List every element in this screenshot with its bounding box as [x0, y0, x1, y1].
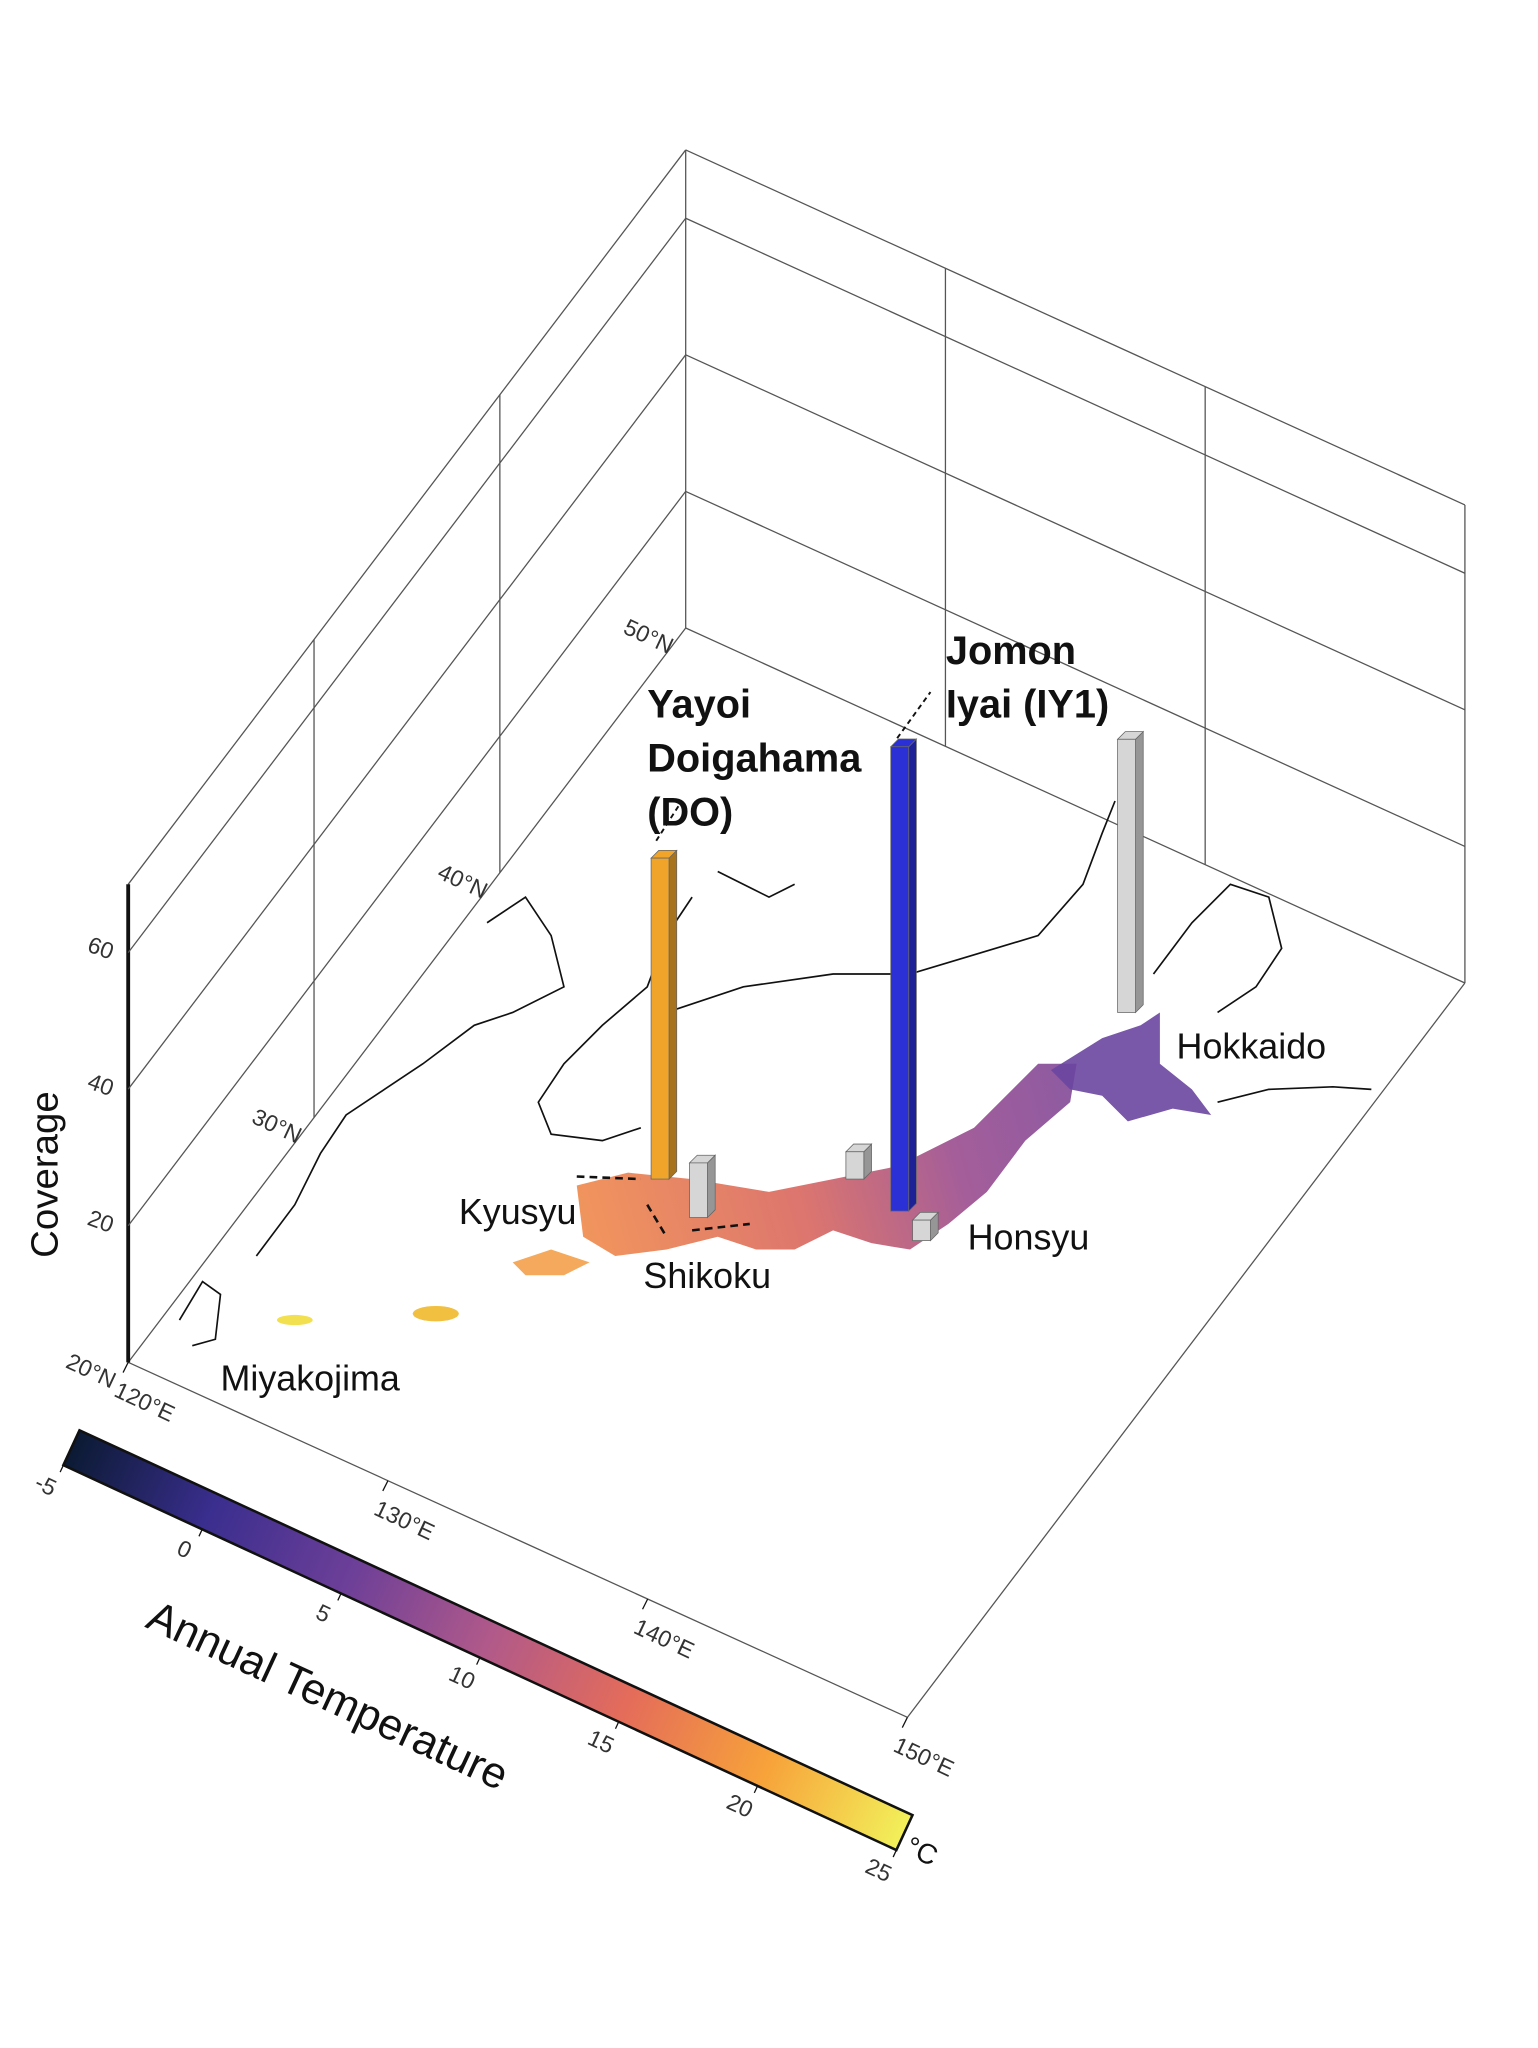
island — [512, 1249, 590, 1276]
colorbar-tick — [337, 1593, 342, 1601]
island — [276, 1314, 313, 1326]
bar-label: Yayoi — [647, 683, 751, 727]
z-axis-label: Coverage — [24, 1091, 67, 1258]
tick-mark — [901, 1717, 908, 1728]
coastline — [255, 895, 565, 1257]
colorbar-tick-label: 5 — [312, 1599, 335, 1628]
bar-side — [908, 738, 917, 1213]
colorbar-tick-label: 0 — [173, 1535, 196, 1564]
coastline — [1152, 883, 1283, 1014]
island — [412, 1305, 459, 1322]
bar — [889, 738, 918, 1213]
coastline — [1217, 1085, 1372, 1103]
axes-box — [122, 149, 1466, 1728]
prefecture-border — [576, 1175, 750, 1238]
bar-front — [689, 1162, 708, 1218]
bar-front — [890, 746, 910, 1212]
region-label: Hokkaido — [1177, 1027, 1327, 1067]
colorbar-tick-label: 25 — [862, 1853, 896, 1887]
colorbar-tick — [753, 1785, 759, 1794]
bar-side — [668, 849, 678, 1181]
x-tick-label: 120°E — [111, 1377, 179, 1427]
bar-front — [912, 1219, 931, 1241]
colorbar-tick — [198, 1529, 203, 1537]
region-label: Shikoku — [643, 1256, 771, 1296]
colorbar-tick — [892, 1849, 897, 1858]
hokkaido-land — [1050, 1012, 1212, 1122]
grid-line — [127, 354, 687, 1090]
leader-line — [655, 691, 932, 842]
y-tick-label: 50°N — [620, 614, 678, 659]
bar — [650, 849, 678, 1181]
colorbar-unit: °C — [901, 1830, 943, 1872]
axis-edge — [127, 149, 687, 885]
grid-line — [685, 217, 1466, 574]
axis-edge — [685, 627, 1466, 984]
y-tick-label: 30°N — [248, 1103, 306, 1148]
bar-front — [650, 857, 670, 1180]
bar-front — [845, 1151, 865, 1180]
bar — [911, 1211, 940, 1242]
tick-mark — [641, 1598, 649, 1610]
z-tick-label: 60 — [84, 931, 117, 964]
colorbar-tick-label: -5 — [31, 1469, 61, 1501]
bar-label: Iyai (IY1) — [946, 683, 1109, 727]
colorbar-tick — [614, 1721, 620, 1730]
coastline — [666, 800, 1116, 1014]
region-label: Honsyu — [968, 1218, 1090, 1258]
x-tick-label: 130°E — [370, 1495, 438, 1545]
colorbar-tick — [476, 1657, 481, 1665]
bar — [844, 1143, 873, 1181]
grid-line — [127, 491, 687, 1227]
z-tick-label: 40 — [84, 1068, 117, 1101]
bar — [1116, 730, 1145, 1014]
colorbar-tick-label: 20 — [723, 1789, 757, 1823]
bar — [688, 1154, 717, 1219]
map-layer — [178, 691, 1372, 1347]
bar-label: Doigahama — [647, 737, 862, 781]
tick-mark — [122, 1362, 129, 1373]
colorbar-ramp — [61, 1428, 915, 1852]
x-tick-label: 150°E — [890, 1732, 958, 1782]
bar-side — [707, 1154, 716, 1219]
bar-label: Jomon — [946, 629, 1076, 673]
z-tick-label: 20 — [84, 1204, 117, 1237]
coastline — [178, 1280, 222, 1347]
grid-line — [685, 354, 1466, 711]
axis-edge — [906, 982, 1466, 1718]
bar-label: (DO) — [647, 790, 733, 834]
coastline — [717, 870, 796, 899]
region-label: Kyusyu — [459, 1192, 577, 1232]
colorbar-tick-label: 10 — [445, 1660, 479, 1694]
colorbar-tick-label: 15 — [584, 1724, 618, 1758]
x-tick-label: 140°E — [630, 1613, 698, 1663]
y-tick-label: 40°N — [434, 858, 492, 903]
axis-edge — [127, 627, 687, 1363]
grid-line — [127, 217, 687, 953]
tick-mark — [382, 1480, 389, 1492]
grid-line — [685, 490, 1466, 847]
axis-edge — [127, 1361, 908, 1718]
region-label: Miyakojima — [220, 1359, 399, 1399]
colorbar-tick — [59, 1464, 64, 1473]
axis-edge — [685, 149, 1466, 506]
bar-side — [1135, 730, 1144, 1014]
y-tick-label: 20°N — [62, 1348, 120, 1393]
coastlines — [178, 800, 1372, 1347]
bar-front — [1117, 738, 1136, 1013]
